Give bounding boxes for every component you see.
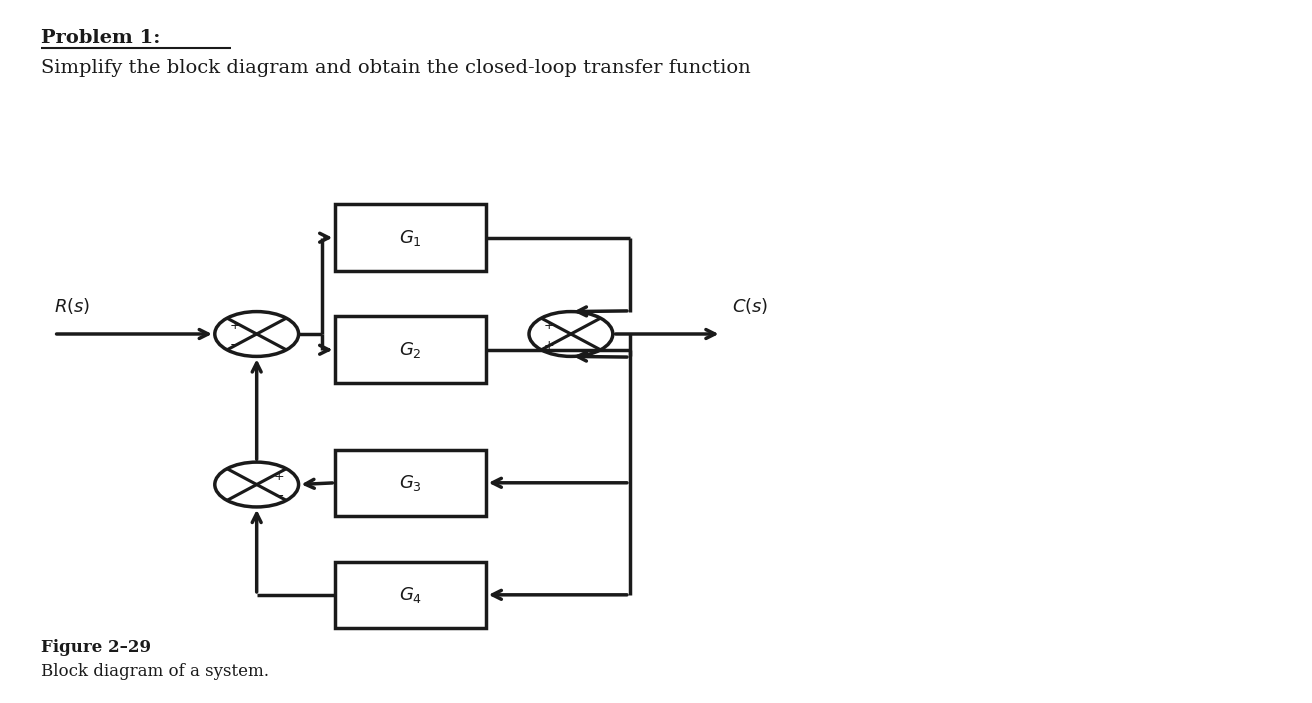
Bar (336, 205, 485, 271)
Text: $G_4$: $G_4$ (399, 585, 422, 605)
Text: $G_2$: $G_2$ (399, 340, 422, 360)
Text: −: − (230, 339, 240, 352)
Text: Figure 2–29: Figure 2–29 (41, 638, 151, 656)
Text: +: + (230, 319, 240, 332)
Text: $G_1$: $G_1$ (399, 228, 422, 247)
Text: +: + (273, 470, 283, 482)
Text: $R(s)$: $R(s)$ (54, 297, 91, 316)
Text: Block diagram of a system.: Block diagram of a system. (41, 663, 269, 680)
Text: +: + (543, 319, 555, 332)
Text: −: − (273, 490, 283, 503)
Text: Problem 1:: Problem 1: (41, 30, 160, 47)
Text: Simplify the block diagram and obtain the closed-loop transfer function: Simplify the block diagram and obtain th… (41, 59, 750, 77)
Bar (336, 562, 485, 628)
Bar (336, 449, 485, 516)
Text: $C(s)$: $C(s)$ (732, 297, 769, 316)
Text: $G_3$: $G_3$ (399, 473, 422, 493)
Bar (336, 316, 485, 383)
Text: +: + (543, 339, 555, 352)
